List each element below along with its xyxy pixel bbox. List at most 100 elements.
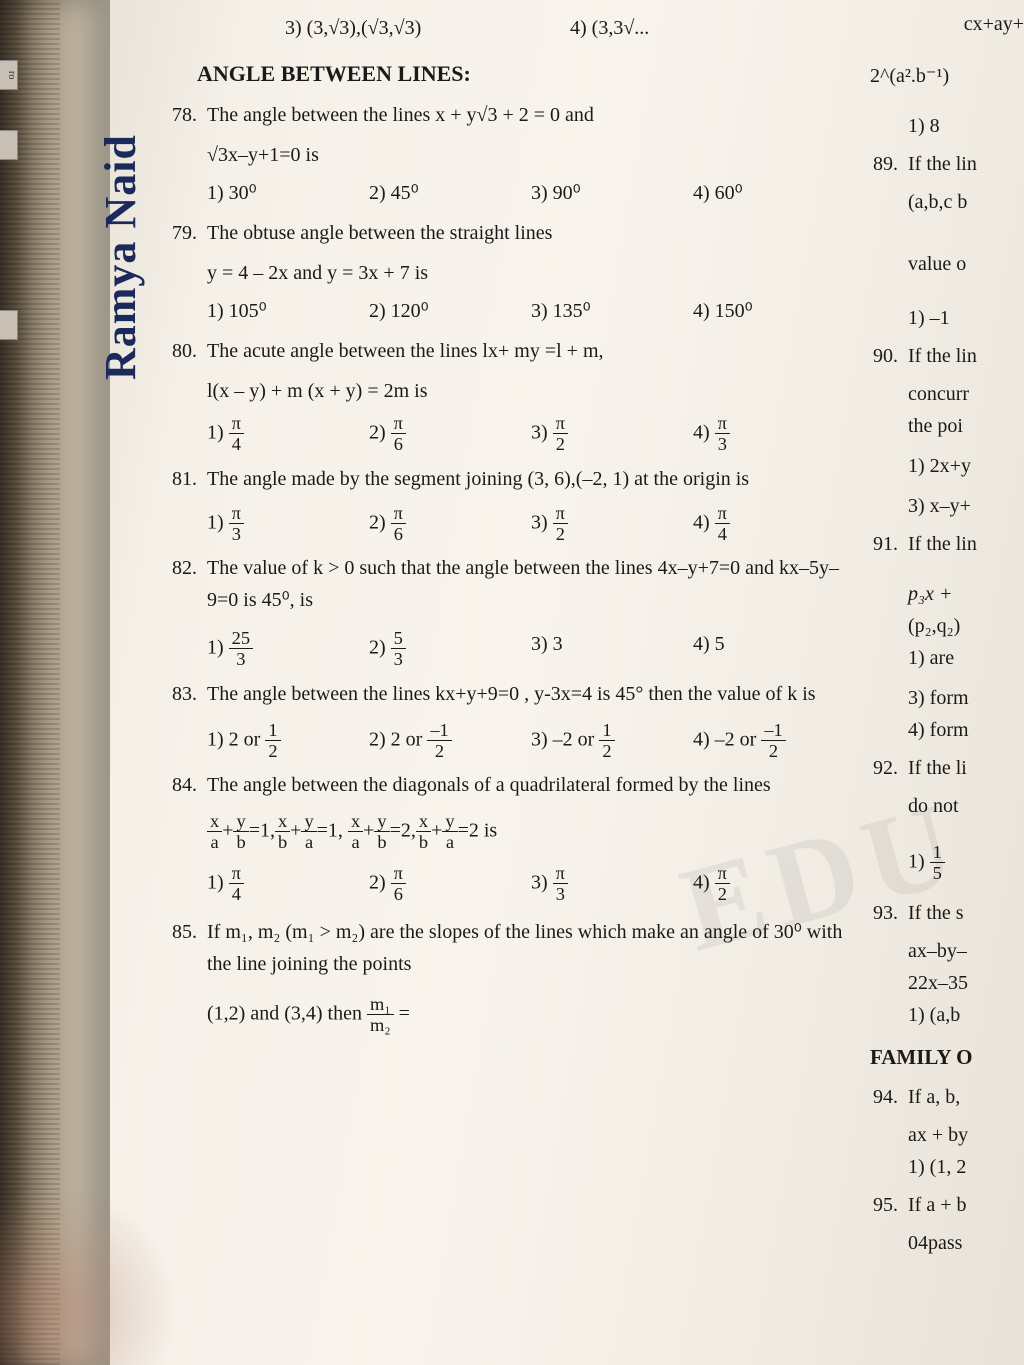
- q89-t3: value o: [908, 248, 1024, 280]
- q78-sub: √3x–y+1=0 is: [207, 139, 855, 171]
- q82-opt4: 4) 5: [693, 628, 855, 669]
- q93-t2: ax–by–: [908, 935, 1024, 967]
- q93-num: 93.: [870, 897, 908, 929]
- q91-o4: 4) form: [908, 714, 1024, 746]
- q81opts-opt1: 1) π3: [207, 503, 369, 544]
- q78-opt4: 4) 60⁰: [693, 177, 855, 209]
- q82-opt1: 1) 253: [207, 628, 369, 669]
- q80-num: 80.: [165, 335, 207, 367]
- q91-t3: (p₂,q₂): [908, 610, 1024, 642]
- q93-text: If the s: [908, 897, 964, 929]
- q90-text: If the lin: [908, 340, 977, 372]
- q80opts-opt3: 3) π2: [531, 413, 693, 454]
- q81-options: 1) π32) π63) π24) π4: [207, 503, 855, 544]
- q84opts-opt2: 2) π6: [369, 863, 531, 904]
- q80-text: The acute angle between the lines lx+ my…: [207, 335, 855, 367]
- q91-o3: 3) form: [908, 682, 1024, 714]
- question-91: 91. If the lin: [870, 528, 1024, 560]
- q78-options: 1) 30⁰ 2) 45⁰ 3) 90⁰ 4) 60⁰: [207, 177, 855, 209]
- q95-text: If a + b: [908, 1189, 966, 1221]
- q92-t2: do not: [908, 790, 1024, 822]
- question-90: 90. If the lin: [870, 340, 1024, 372]
- q83-opt1: 1) 2 or 12: [207, 720, 369, 761]
- q91-text: If the lin: [908, 528, 977, 560]
- question-89: 89. If the lin: [870, 148, 1024, 180]
- q83-opt3: 3) –2 or 12: [531, 720, 693, 761]
- q80-options: 1) π42) π63) π24) π3: [207, 413, 855, 454]
- q91-num: 91.: [870, 528, 908, 560]
- q79-sub: y = 4 – 2x and y = 3x + 7 is: [207, 257, 855, 289]
- question-93: 93. If the s: [870, 897, 1024, 929]
- q89-t2: (a,b,c b: [908, 186, 1024, 218]
- q85-tail: (1,2) and (3,4) then m₁m₂ =: [207, 994, 855, 1035]
- q85-num: 85.: [165, 916, 207, 980]
- q79-text: The obtuse angle between the straight li…: [207, 217, 855, 249]
- top-opt-4: 4) (3,3√...: [570, 12, 855, 44]
- q84opts-opt4: 4) π2: [693, 863, 855, 904]
- question-79: 79. The obtuse angle between the straigh…: [165, 217, 855, 249]
- q93-t3: 22x–35: [908, 967, 1024, 999]
- q79-opt1: 1) 105⁰: [207, 295, 369, 327]
- q85-text: If m₁, m₂ (m₁ > m₂) are the slopes of th…: [207, 916, 855, 980]
- q91-o1: 1) are: [908, 642, 1024, 674]
- q84-equation: xa+yb=1,xb+ya=1, xa+yb=2,xb+ya=2 is: [207, 811, 855, 852]
- question-83: 83. The angle between the lines kx+y+9=0…: [165, 678, 855, 710]
- q79-options: 1) 105⁰ 2) 120⁰ 3) 135⁰ 4) 150⁰: [207, 295, 855, 327]
- q81opts-opt4: 4) π4: [693, 503, 855, 544]
- q92-num: 92.: [870, 752, 908, 784]
- top-opt-3: 3) (3,√3),(√3,√3): [285, 12, 570, 44]
- question-78: 78. The angle between the lines x + y√3 …: [165, 99, 855, 131]
- q90-o3: 3) x–y+: [908, 490, 1024, 522]
- q94-opt: 1) (1, 2: [908, 1151, 1024, 1183]
- q89-text: If the lin: [908, 148, 977, 180]
- q82-opt2: 2) 53: [369, 628, 531, 669]
- main-content: 3) (3,√3),(√3,√3) 4) (3,3√... ANGLE BETW…: [165, 0, 855, 1041]
- q81-num: 81.: [165, 463, 207, 495]
- handwritten-name: Ramya Naid: [95, 134, 146, 380]
- q89-opt1: 1) 8: [908, 110, 1024, 142]
- q79-opt3: 3) 135⁰: [531, 295, 693, 327]
- q78-opt3: 3) 90⁰: [531, 177, 693, 209]
- q82-options: 1) 2532) 533) 34) 5: [207, 628, 855, 669]
- q80opts-opt4: 4) π3: [693, 413, 855, 454]
- margin-tab-2: [0, 130, 18, 160]
- q78-num: 78.: [165, 99, 207, 131]
- q84opts-opt1: 1) π4: [207, 863, 369, 904]
- q90-num: 90.: [870, 340, 908, 372]
- q82-text: The value of k > 0 such that the angle b…: [207, 552, 855, 616]
- question-82: 82. The value of k > 0 such that the ang…: [165, 552, 855, 616]
- q84opts-opt3: 3) π3: [531, 863, 693, 904]
- q79-opt4: 4) 150⁰: [693, 295, 855, 327]
- q91-t2: p₃x +: [908, 578, 1024, 610]
- margin-tab-3: [0, 310, 18, 340]
- question-81: 81. The angle made by the segment joinin…: [165, 463, 855, 495]
- right-top-1: cx+ay+: [870, 8, 1024, 40]
- q92-text: If the li: [908, 752, 967, 784]
- page-edges: [0, 0, 60, 1365]
- q89-t4: 1) –1: [908, 302, 1024, 334]
- q81opts-opt3: 3) π2: [531, 503, 693, 544]
- q83-opt4: 4) –2 or –12: [693, 720, 855, 761]
- q90-o1: 1) 2x+y: [908, 450, 1024, 482]
- q82-opt3: 3) 3: [531, 628, 693, 669]
- q84-num: 84.: [165, 769, 207, 801]
- q79-num: 79.: [165, 217, 207, 249]
- q90-t3: the poi: [908, 410, 1024, 442]
- q80opts-opt2: 2) π6: [369, 413, 531, 454]
- margin-tab-1: ro: [0, 60, 18, 90]
- q94-num: 94.: [870, 1081, 908, 1113]
- q95-t2: 04pass: [908, 1227, 1024, 1259]
- q81-text: The angle made by the segment joining (3…: [207, 463, 855, 495]
- q79-opt2: 2) 120⁰: [369, 295, 531, 327]
- question-95: 95. If a + b: [870, 1189, 1024, 1221]
- question-85: 85. If m₁, m₂ (m₁ > m₂) are the slopes o…: [165, 916, 855, 980]
- question-80: 80. The acute angle between the lines lx…: [165, 335, 855, 367]
- book-spine: [0, 0, 110, 1365]
- q80-sub: l(x – y) + m (x + y) = 2m is: [207, 375, 855, 407]
- q83-text: The angle between the lines kx+y+9=0 , y…: [207, 678, 855, 710]
- q89-num: 89.: [870, 148, 908, 180]
- section-title: ANGLE BETWEEN LINES:: [197, 56, 855, 91]
- q78-opt1: 1) 30⁰: [207, 177, 369, 209]
- right-column: cx+ay+ 2^(a².b⁻¹) 1) 8 89. If the lin (a…: [870, 0, 1024, 1259]
- family-title: FAMILY O: [870, 1041, 1024, 1075]
